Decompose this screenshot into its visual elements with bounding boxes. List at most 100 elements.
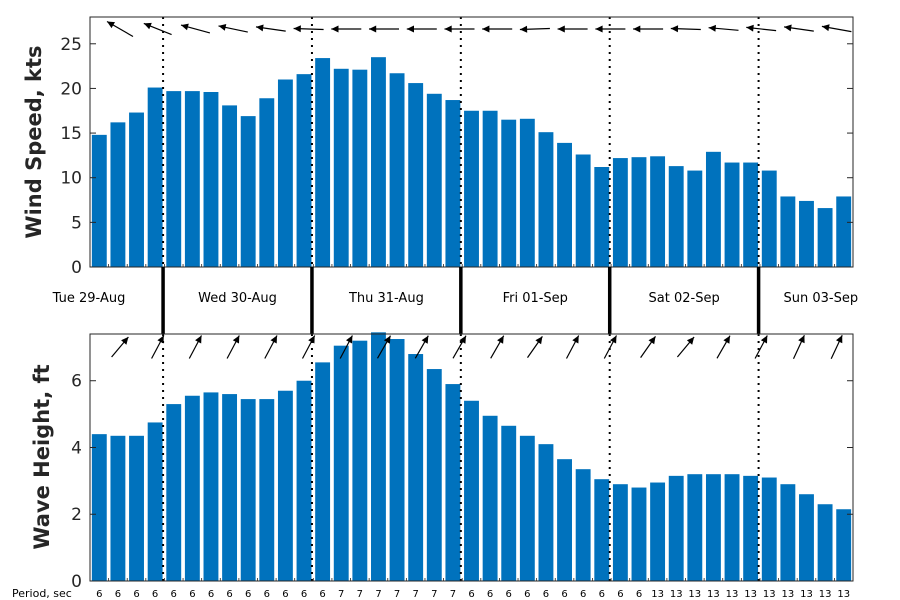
period-value: 6 bbox=[282, 589, 288, 600]
wind-bar bbox=[501, 119, 517, 268]
period-value: 6 bbox=[245, 589, 251, 600]
wave-direction-arrow bbox=[754, 335, 768, 359]
wind-direction-arrow bbox=[633, 25, 664, 33]
wind-bar bbox=[445, 100, 461, 267]
period-value: 6 bbox=[580, 589, 586, 600]
wind-ytick-label: 5 bbox=[71, 213, 82, 233]
wind-direction-arrow bbox=[670, 25, 701, 33]
wave-bar bbox=[575, 469, 591, 581]
wind-bar bbox=[91, 134, 107, 267]
wave-direction-arrow bbox=[676, 336, 695, 358]
period-value: 13 bbox=[707, 589, 720, 600]
wave-bar bbox=[240, 399, 256, 581]
wave-bar bbox=[389, 339, 405, 581]
day-label: Tue 29-Aug bbox=[52, 291, 126, 306]
wave-bar bbox=[277, 390, 293, 581]
period-value: 7 bbox=[413, 589, 419, 600]
wave-bar bbox=[91, 434, 107, 581]
period-value: 7 bbox=[450, 589, 456, 600]
wave-bar bbox=[408, 354, 424, 581]
wind-bar bbox=[799, 200, 814, 267]
period-value: 6 bbox=[96, 589, 102, 600]
period-value: 6 bbox=[543, 589, 549, 600]
wave-ytick-label: 2 bbox=[71, 505, 82, 525]
period-value: 7 bbox=[394, 589, 400, 600]
period-value: 7 bbox=[338, 589, 344, 600]
wave-direction-arrow bbox=[830, 334, 843, 360]
period-value: 6 bbox=[264, 589, 270, 600]
wind-direction-arrow bbox=[595, 25, 626, 33]
wave-ytick-label: 4 bbox=[71, 438, 82, 458]
wave-direction-arrow bbox=[414, 335, 429, 359]
day-label: Thu 31-Aug bbox=[348, 291, 424, 306]
wave-direction-arrow bbox=[111, 336, 129, 358]
day-label: Wed 30-Aug bbox=[198, 291, 277, 306]
wind-bar bbox=[408, 83, 424, 267]
wave-bar bbox=[668, 475, 684, 581]
wind-ytick-label: 10 bbox=[60, 169, 82, 189]
wave-bar bbox=[482, 415, 498, 581]
period-row: Period, sec 6 6 6 6 6 6 6 6 6 6 6 6 6 7 7 7 7 7 7 7 6 6 6 6 6 6 6 6… bbox=[12, 587, 850, 600]
wave-bar bbox=[538, 444, 554, 581]
wind-bar bbox=[668, 166, 684, 267]
wave-bar bbox=[519, 435, 535, 581]
wave-bar bbox=[352, 340, 368, 581]
wind-ytick-label: 25 bbox=[60, 35, 82, 55]
wave-direction-arrow bbox=[226, 335, 240, 359]
wave-plot-frame bbox=[89, 333, 854, 582]
period-value: 6 bbox=[115, 589, 121, 600]
wind-plot-frame bbox=[89, 16, 854, 268]
wave-direction-arrow bbox=[527, 336, 543, 358]
wind-ytick-label: 0 bbox=[71, 258, 82, 278]
period-value: 6 bbox=[599, 589, 605, 600]
wind-bar bbox=[557, 142, 572, 267]
wind-bar bbox=[222, 105, 238, 267]
wind-y-axis-label: Wind Speed, kts bbox=[22, 45, 46, 238]
wave-direction-arrow bbox=[603, 335, 618, 359]
wave-bar bbox=[110, 435, 126, 581]
period-value: 13 bbox=[651, 589, 664, 600]
wave-direction-arrow bbox=[490, 335, 505, 359]
wind-bar bbox=[631, 157, 647, 267]
wind-bar bbox=[184, 91, 200, 267]
wave-direction-arrow bbox=[301, 335, 316, 359]
wave-bar bbox=[817, 504, 833, 581]
period-value: 13 bbox=[782, 589, 795, 600]
wind-bar bbox=[389, 73, 405, 267]
wave-bar bbox=[650, 482, 666, 581]
wind-bar bbox=[519, 118, 535, 267]
day-label: Sat 02-Sep bbox=[649, 291, 720, 306]
period-value: 7 bbox=[375, 589, 381, 600]
wave-bar bbox=[687, 474, 703, 581]
wind-direction-arrow bbox=[218, 24, 248, 33]
wind-speed-panel: Wind Speed, kts 0 5 10 15 20 25 bbox=[22, 16, 854, 278]
period-value: 6 bbox=[133, 589, 139, 600]
wave-direction-arrow bbox=[716, 335, 731, 359]
period-value: 6 bbox=[301, 589, 307, 600]
wave-bar bbox=[594, 479, 610, 581]
wind-bar bbox=[166, 91, 182, 267]
period-value: 13 bbox=[763, 589, 776, 600]
wave-bar bbox=[612, 484, 628, 581]
period-value: 6 bbox=[487, 589, 493, 600]
wind-bar bbox=[203, 92, 219, 267]
wind-direction-arrow bbox=[255, 24, 286, 32]
day-label: Fri 01-Sep bbox=[503, 291, 568, 306]
wave-ytick-label: 0 bbox=[71, 572, 82, 592]
wave-direction-arrow bbox=[188, 335, 203, 359]
wind-bar bbox=[575, 154, 591, 267]
wind-ytick-label: 20 bbox=[60, 79, 82, 99]
period-value: 6 bbox=[171, 589, 177, 600]
wind-bar bbox=[296, 74, 312, 267]
wind-bar bbox=[650, 156, 666, 267]
wind-bar bbox=[538, 132, 554, 267]
wave-bar bbox=[315, 362, 331, 581]
wind-bar bbox=[687, 170, 703, 267]
wave-bar bbox=[445, 384, 461, 581]
wave-bar bbox=[761, 477, 777, 581]
wind-direction-arrow bbox=[406, 25, 437, 33]
wind-bar bbox=[129, 112, 144, 267]
wind-bar bbox=[147, 87, 163, 267]
wind-direction-arrow bbox=[708, 24, 739, 32]
wind-direction-arrow bbox=[746, 24, 777, 32]
